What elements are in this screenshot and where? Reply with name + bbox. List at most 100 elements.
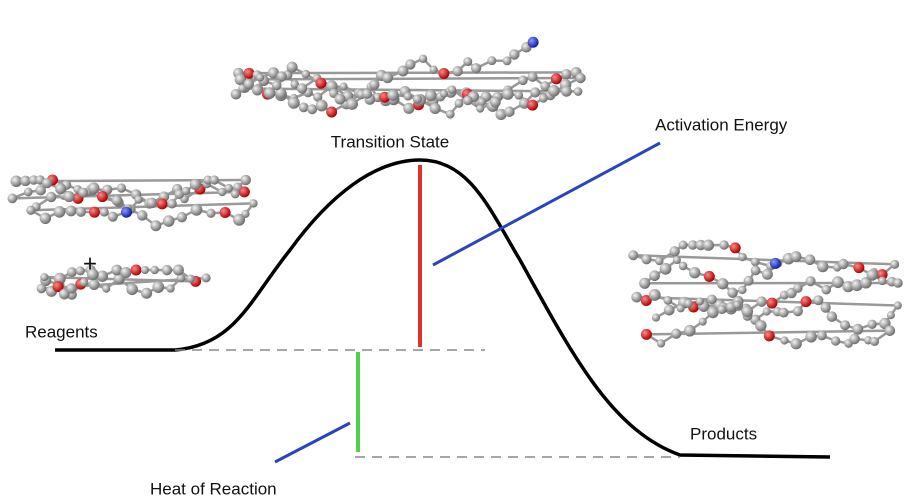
atom bbox=[719, 240, 728, 249]
atom bbox=[191, 204, 203, 216]
atom bbox=[528, 37, 539, 48]
atom bbox=[166, 284, 174, 292]
atom bbox=[703, 240, 714, 251]
atom bbox=[404, 92, 412, 100]
atom bbox=[102, 285, 110, 293]
atom bbox=[202, 273, 211, 282]
atom bbox=[46, 192, 56, 202]
atom bbox=[663, 296, 672, 305]
atom bbox=[793, 306, 803, 316]
atom bbox=[707, 294, 717, 304]
atom bbox=[730, 242, 741, 253]
atom bbox=[307, 104, 317, 114]
atom bbox=[97, 191, 108, 202]
activation-energy-label: Activation Energy bbox=[655, 115, 788, 134]
atom bbox=[853, 262, 864, 273]
atom bbox=[134, 195, 142, 203]
atom bbox=[649, 270, 660, 281]
atom bbox=[684, 299, 693, 308]
atom bbox=[76, 207, 86, 217]
molecule-models bbox=[7, 37, 902, 350]
atom bbox=[652, 314, 660, 322]
atom bbox=[677, 304, 685, 312]
atom bbox=[657, 339, 665, 347]
atom bbox=[699, 318, 707, 326]
atom bbox=[167, 199, 177, 209]
atom bbox=[121, 207, 132, 218]
atom bbox=[574, 87, 583, 96]
atom bbox=[173, 265, 184, 276]
atom bbox=[487, 56, 496, 65]
atom bbox=[696, 297, 704, 305]
atom bbox=[813, 295, 823, 305]
atom bbox=[763, 307, 771, 315]
atom bbox=[660, 263, 672, 275]
atom bbox=[452, 66, 462, 76]
atom bbox=[878, 277, 887, 286]
atom bbox=[793, 283, 802, 292]
atom bbox=[220, 207, 231, 218]
atom bbox=[893, 278, 902, 287]
atom bbox=[147, 198, 158, 209]
atom bbox=[733, 301, 741, 309]
atom bbox=[362, 89, 372, 99]
atom bbox=[287, 62, 298, 73]
atom bbox=[791, 251, 802, 262]
atom bbox=[548, 85, 560, 97]
atom bbox=[24, 188, 33, 197]
atom bbox=[256, 73, 264, 81]
atom bbox=[438, 68, 449, 79]
atom bbox=[849, 334, 860, 345]
atom bbox=[26, 206, 35, 215]
atom bbox=[885, 325, 896, 336]
atom bbox=[89, 207, 100, 218]
atom bbox=[509, 49, 519, 59]
atom bbox=[744, 276, 754, 286]
atom bbox=[239, 186, 250, 197]
atom bbox=[112, 195, 123, 206]
atom bbox=[820, 302, 830, 312]
atom bbox=[890, 260, 899, 269]
heat-pointer bbox=[275, 423, 350, 462]
atom bbox=[751, 266, 761, 276]
atom bbox=[302, 70, 311, 79]
atom bbox=[530, 87, 540, 97]
atom bbox=[272, 81, 282, 91]
atom bbox=[887, 311, 895, 319]
atom bbox=[89, 279, 100, 290]
atom bbox=[561, 69, 571, 79]
atom bbox=[163, 215, 175, 227]
atom bbox=[755, 320, 766, 331]
atom bbox=[727, 287, 737, 297]
atom bbox=[539, 94, 548, 103]
atom bbox=[838, 259, 848, 269]
atom bbox=[641, 254, 651, 264]
atom bbox=[756, 296, 766, 306]
atom bbox=[387, 89, 399, 101]
atom bbox=[852, 324, 863, 335]
atom bbox=[870, 337, 879, 346]
atom bbox=[42, 178, 52, 188]
page: {"labels": {"transition_state": "Transit… bbox=[0, 0, 906, 501]
atom bbox=[738, 286, 746, 294]
atom bbox=[403, 103, 414, 114]
atom bbox=[455, 99, 464, 108]
atom bbox=[514, 91, 523, 100]
atom bbox=[831, 336, 840, 345]
atom bbox=[37, 284, 47, 294]
atom bbox=[162, 265, 172, 275]
atom bbox=[463, 57, 472, 66]
heat-of-reaction-label: Heat of Reaction bbox=[150, 479, 277, 498]
atom bbox=[335, 94, 346, 105]
atom bbox=[210, 175, 219, 184]
atom bbox=[805, 254, 816, 265]
atom bbox=[689, 267, 700, 278]
plus-sign: + bbox=[83, 250, 97, 277]
atom bbox=[66, 206, 77, 217]
atom bbox=[463, 96, 473, 106]
atom bbox=[641, 329, 652, 340]
atom bbox=[425, 90, 437, 102]
atom bbox=[766, 298, 777, 309]
atom bbox=[670, 246, 680, 256]
atom bbox=[575, 73, 585, 83]
